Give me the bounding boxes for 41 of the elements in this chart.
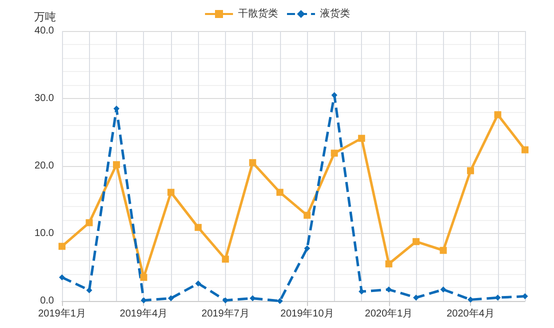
y-tick-label: 10.0 bbox=[34, 228, 54, 239]
point bbox=[194, 224, 202, 231]
x-tick-label: 2020年1月 bbox=[364, 308, 413, 320]
point bbox=[358, 134, 366, 142]
point bbox=[412, 238, 420, 246]
point bbox=[276, 298, 283, 304]
point bbox=[385, 260, 392, 268]
y-tick-label: 0.0 bbox=[40, 296, 54, 306]
x-tick-label: 2019年1月 bbox=[38, 308, 86, 320]
point bbox=[413, 294, 420, 301]
x-tick-label: 2019年4月 bbox=[120, 308, 168, 320]
point bbox=[59, 274, 65, 280]
point bbox=[467, 167, 474, 174]
point bbox=[168, 295, 174, 302]
x-tick-label: 2019年10月 bbox=[280, 308, 334, 320]
point bbox=[522, 146, 528, 154]
point bbox=[386, 286, 392, 293]
point bbox=[494, 111, 502, 118]
y-tick-label: 30.0 bbox=[34, 93, 54, 104]
y-tick-label: 20.0 bbox=[34, 160, 54, 172]
point bbox=[140, 274, 148, 281]
legend-label: 液货类 bbox=[320, 8, 350, 20]
point bbox=[86, 219, 93, 226]
y-axis-title: 万吨 bbox=[34, 10, 56, 24]
x-tick-label: 2020年4月 bbox=[446, 308, 494, 320]
point bbox=[249, 159, 256, 166]
y-tick-label: 40.0 bbox=[34, 26, 54, 36]
point bbox=[522, 293, 528, 300]
point bbox=[195, 280, 202, 286]
point bbox=[276, 188, 284, 196]
point bbox=[304, 212, 311, 219]
point bbox=[330, 150, 338, 157]
point bbox=[440, 246, 447, 254]
x-tick-label: 2019年7月 bbox=[202, 308, 250, 320]
point bbox=[440, 286, 446, 293]
point bbox=[304, 245, 310, 252]
point bbox=[112, 161, 120, 168]
legend-label: 干散货类 bbox=[238, 8, 278, 20]
point bbox=[222, 256, 229, 263]
point bbox=[58, 242, 66, 250]
point bbox=[167, 188, 174, 196]
